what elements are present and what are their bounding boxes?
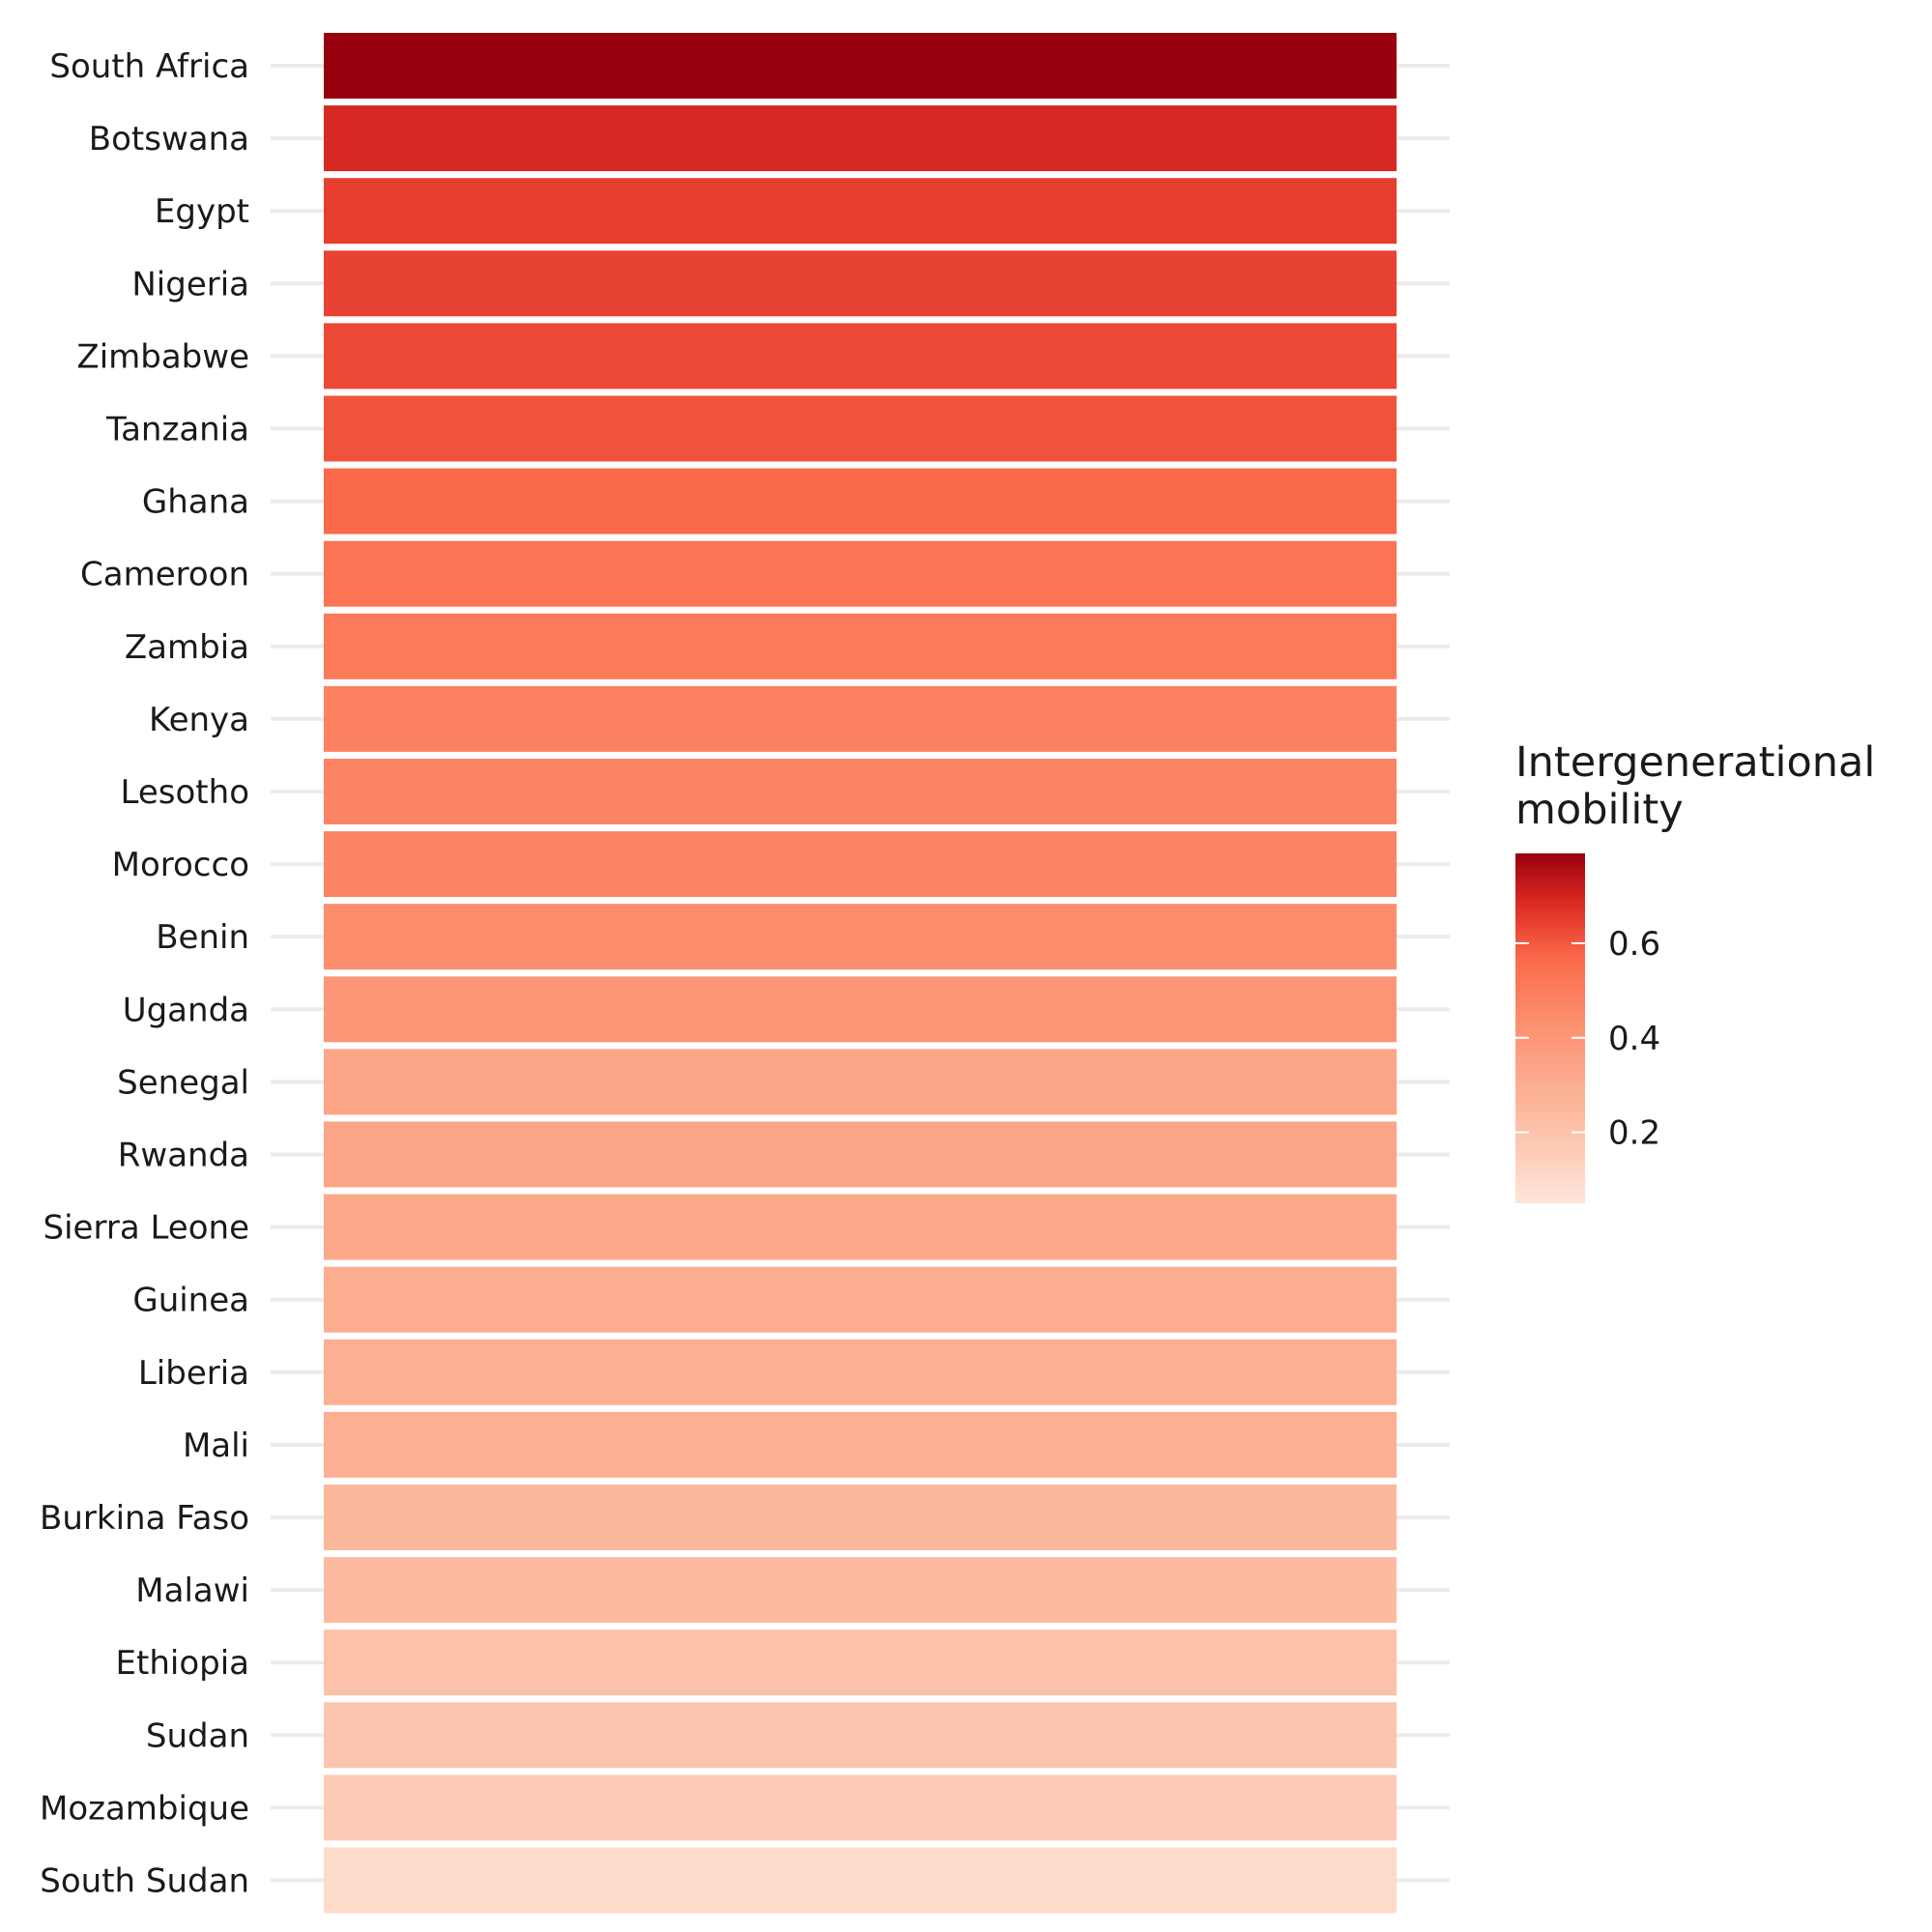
y-axis-label: Tanzania [105, 411, 249, 449]
heatmap-tile [324, 468, 1397, 534]
y-axis-label: Sierra Leone [43, 1209, 249, 1248]
y-axis-label: Burkina Faso [40, 1499, 249, 1538]
heatmap-tile [324, 250, 1397, 317]
y-axis-label: Kenya [149, 701, 249, 739]
y-axis-labels: South Africa Botswana Egypt Nigeria Zimbabwe… [40, 47, 249, 1901]
y-axis-label: Ethiopia [116, 1644, 249, 1683]
heatmap-tile [324, 613, 1397, 679]
legend-tick-label: 0.6 [1608, 925, 1660, 964]
heatmap-tile [324, 178, 1397, 245]
heatmap-tile [324, 1702, 1397, 1769]
y-axis-label: Cameroon [80, 556, 249, 594]
heatmap-tile [324, 1194, 1397, 1260]
heatmap-tiles [324, 33, 1397, 1914]
y-axis-label: Lesotho [121, 773, 249, 812]
heatmap-tile [324, 1411, 1397, 1478]
y-axis-label: Nigeria [131, 265, 249, 303]
y-axis-label: Guinea [132, 1282, 249, 1320]
heatmap-tile [324, 831, 1397, 898]
y-axis-label: South Sudan [40, 1862, 249, 1901]
y-axis-label: South Africa [49, 47, 249, 86]
y-axis-label: Botswana [89, 120, 249, 159]
heatmap-tile [324, 976, 1397, 1043]
heatmap-tile [324, 1774, 1397, 1841]
heatmap-tile [324, 323, 1397, 389]
legend-tick-label: 0.4 [1608, 1020, 1660, 1058]
legend-title-line-2: mobility [1515, 786, 1684, 834]
heatmap-tile [324, 1339, 1397, 1405]
y-axis-label: Egypt [155, 192, 249, 231]
y-axis-label: Sudan [146, 1716, 249, 1755]
y-axis-label: Uganda [123, 991, 249, 1029]
y-axis-label: Morocco [112, 846, 249, 884]
heatmap-tile [324, 759, 1397, 824]
y-axis-label: Senegal [117, 1063, 249, 1102]
heatmap-tile [324, 685, 1397, 752]
legend-title-line-1: Intergenerational [1515, 738, 1875, 787]
y-axis-label: Mozambique [40, 1789, 249, 1828]
y-axis-label: Liberia [138, 1354, 249, 1393]
y-axis-label: Benin [156, 918, 249, 957]
heatmap-tile [324, 395, 1397, 462]
heatmap-tile [324, 1485, 1397, 1550]
heatmap-tile [324, 1266, 1397, 1333]
heatmap-tile [324, 1847, 1397, 1914]
legend-color-bar [1515, 853, 1585, 1203]
heatmap-tile [324, 540, 1397, 607]
y-axis-label: Ghana [142, 483, 249, 522]
color-legend: Intergenerational mobility 0.2 0.4 0.6 [1515, 738, 1875, 1203]
heatmap-tile [324, 1557, 1397, 1624]
legend-tick-label: 0.2 [1608, 1114, 1660, 1153]
legend-ticks: 0.2 0.4 0.6 [1515, 925, 1660, 1153]
heatmap-tile [324, 904, 1397, 970]
heatmap-tile [324, 33, 1397, 99]
heatmap-tile [324, 1629, 1397, 1696]
y-axis-label: Mali [183, 1427, 249, 1465]
y-axis-label: Rwanda [118, 1137, 249, 1175]
y-axis-label: Zimbabwe [76, 337, 249, 376]
heatmap-tile [324, 1049, 1397, 1115]
y-axis-label: Malawi [135, 1572, 249, 1610]
heatmap-tile [324, 1121, 1397, 1188]
y-axis-label: Zambia [125, 628, 249, 667]
heatmap-tile [324, 105, 1397, 172]
